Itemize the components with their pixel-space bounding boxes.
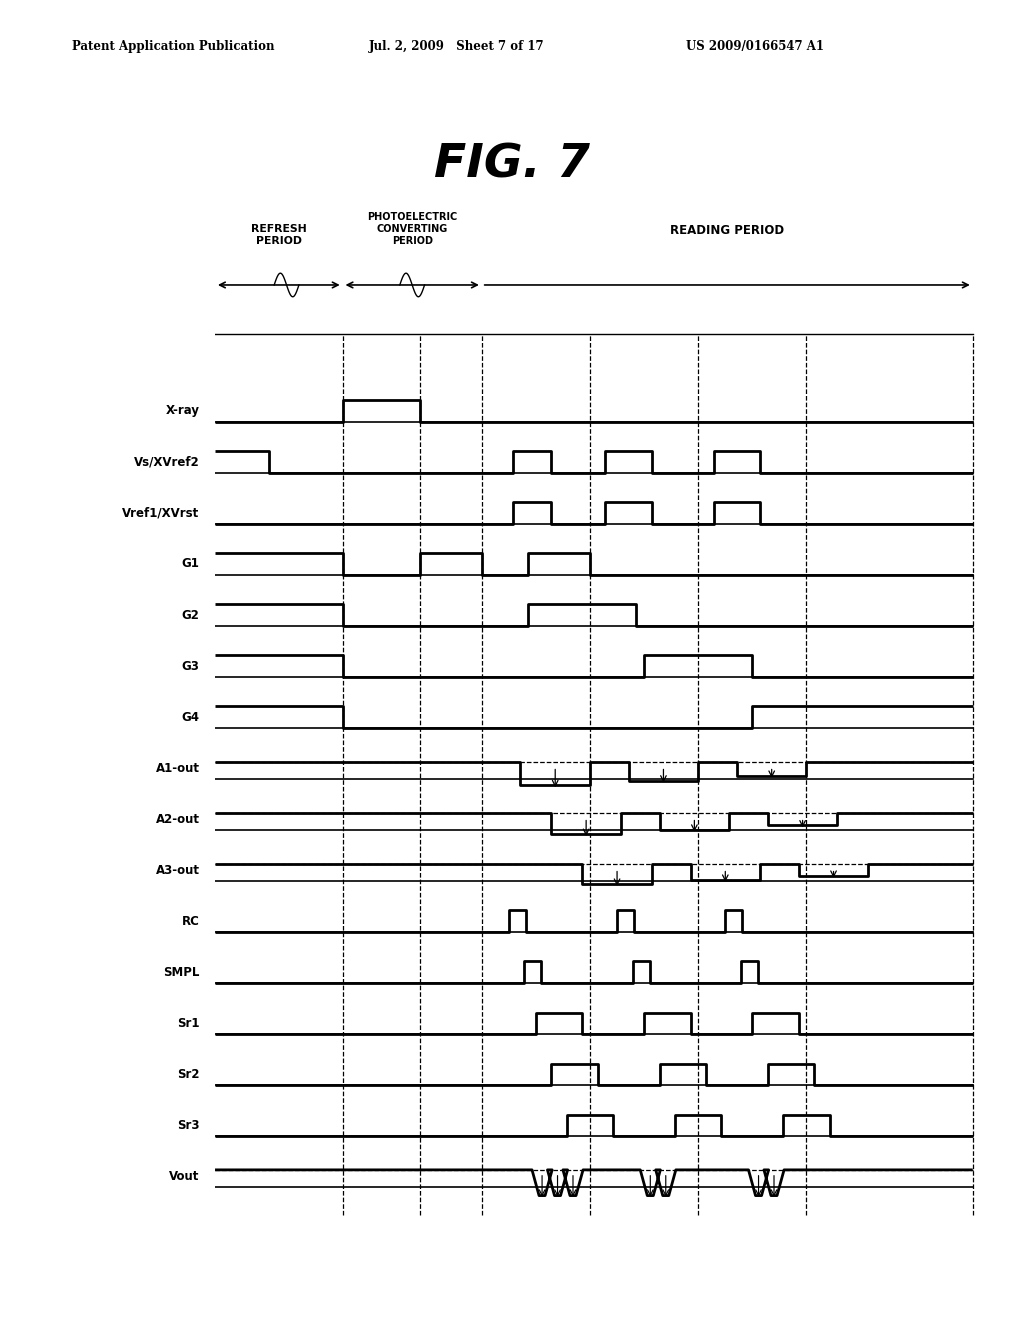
Text: G1: G1 — [181, 557, 200, 570]
Text: Vref1/XVrst: Vref1/XVrst — [122, 507, 200, 520]
Text: Vs/XVref2: Vs/XVref2 — [134, 455, 200, 469]
Text: Sr3: Sr3 — [177, 1119, 200, 1131]
Text: Vout: Vout — [169, 1170, 200, 1183]
Text: READING PERIOD: READING PERIOD — [670, 224, 784, 236]
Text: REFRESH
PERIOD: REFRESH PERIOD — [251, 224, 307, 246]
Text: US 2009/0166547 A1: US 2009/0166547 A1 — [686, 40, 824, 53]
Text: Patent Application Publication: Patent Application Publication — [72, 40, 274, 53]
Text: G2: G2 — [181, 609, 200, 622]
Text: RC: RC — [181, 915, 200, 928]
Text: A3-out: A3-out — [156, 863, 200, 876]
Text: G3: G3 — [181, 660, 200, 672]
Text: Sr1: Sr1 — [177, 1016, 200, 1030]
Text: A1-out: A1-out — [156, 762, 200, 775]
Text: PHOTOELECTRIC
CONVERTING
PERIOD: PHOTOELECTRIC CONVERTING PERIOD — [367, 213, 458, 246]
Text: Sr2: Sr2 — [177, 1068, 200, 1081]
Text: Jul. 2, 2009   Sheet 7 of 17: Jul. 2, 2009 Sheet 7 of 17 — [369, 40, 545, 53]
Text: G4: G4 — [181, 710, 200, 723]
Text: A2-out: A2-out — [156, 813, 200, 825]
Text: X-ray: X-ray — [166, 404, 200, 417]
Text: FIG. 7: FIG. 7 — [434, 143, 590, 187]
Text: SMPL: SMPL — [163, 966, 200, 978]
